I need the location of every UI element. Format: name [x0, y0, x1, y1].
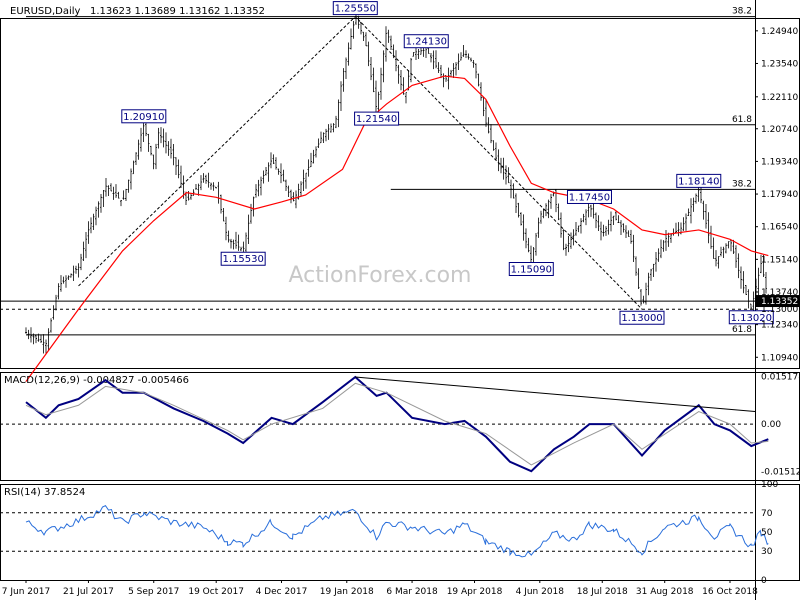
chart-ohlc-values: 1.13623 1.13689 1.13162 1.13352	[90, 6, 265, 17]
swing-label-box	[332, 1, 378, 16]
macd-panel: MACD(12,26,9) -0.004827 -0.005466	[0, 375, 769, 473]
price-panel: 1.25550 1.24130 1.21540 1.20910 1.18140 1.174…	[25, 1, 774, 382]
rsi-title: RSI(14) 37.8524	[4, 487, 85, 498]
date-axis-label: 19 Jan 2018	[320, 587, 374, 597]
rsi-axis-label: 30	[761, 547, 773, 557]
rsi-axis-label: 0	[761, 576, 767, 586]
rsi-axis-label: 70	[761, 509, 773, 519]
swing-label: 1.20910	[123, 112, 164, 123]
last-price-label: 1.13352	[761, 297, 798, 307]
date-axis-label: 19 Oct 2017	[188, 587, 244, 597]
swing-label-box	[220, 251, 266, 266]
moving-average-line	[25, 75, 769, 382]
fib-level-label: 61.8	[732, 325, 752, 335]
rsi-line	[25, 504, 769, 558]
fib-level-label: 38.2	[732, 179, 752, 189]
swing-label: 1.13020	[731, 313, 772, 324]
price-axis-label: 1.24940	[761, 27, 798, 37]
watermark: ActionForex.com	[289, 263, 472, 288]
fib-level-label: 38.2	[732, 7, 752, 17]
rsi-axis-label: 100	[761, 480, 778, 490]
swing-label-box	[619, 310, 665, 325]
fib-level-label: 61.8	[732, 115, 752, 125]
price-axis-label: 1.17940	[761, 190, 798, 200]
swing-label: 1.24130	[406, 37, 447, 48]
macd-axis-label: 0.00	[761, 420, 781, 430]
swing-label: 1.15530	[222, 254, 263, 265]
price-axis-label: 1.12340	[761, 321, 798, 331]
date-axis-label: 6 Mar 2018	[386, 587, 438, 597]
macd-axis-label: -0.015126	[761, 468, 800, 478]
date-axis-label: 4 Jun 2018	[516, 587, 565, 597]
macd-signal-line	[25, 382, 769, 466]
date-axis-label: 7 Jun 2017	[2, 587, 50, 597]
swing-label-box	[354, 111, 400, 126]
swing-label: 1.15090	[511, 265, 552, 276]
swing-label: 1.18140	[678, 176, 719, 187]
date-axis-label: 18 Jul 2018	[577, 587, 628, 597]
last-price-marker	[756, 295, 800, 308]
macd-axis-label: 0.015178	[761, 372, 800, 382]
swing-label: 1.21540	[356, 114, 397, 125]
price-axis-label: 1.22110	[761, 93, 798, 103]
swing-label-box	[508, 262, 554, 277]
macd-trendline	[355, 376, 756, 413]
axes: 1.24940 1.23540 1.22110 1.20740 1.19340 1.179…	[2, 27, 800, 597]
reference-lines: 38.2 61.8 38.2 61.8	[0, 7, 755, 336]
swing-label-box	[403, 34, 449, 49]
macd-line	[25, 375, 769, 473]
price-axis-label: 1.10940	[761, 353, 798, 363]
swing-label: 1.17450	[569, 192, 610, 203]
chart-title: EURUSD,Daily	[10, 6, 81, 17]
price-axis-label: 1.19340	[761, 157, 798, 167]
price-axis-label: 1.20740	[761, 125, 798, 135]
price-axis-label: 1.23540	[761, 59, 798, 69]
rsi-axis-label: 50	[761, 528, 773, 538]
date-axis-label: 5 Sep 2017	[128, 587, 179, 597]
date-axis-label: 31 Aug 2018	[636, 587, 694, 597]
swing-label: 1.25550	[335, 4, 376, 15]
price-axis-label: 1.13740	[761, 288, 798, 298]
price-axis-label: 1.15140	[761, 255, 798, 265]
macd-title: MACD(12,26,9) -0.004827 -0.005466	[4, 375, 189, 386]
price-axis-label: 1.13000	[761, 305, 798, 315]
swing-label-box	[121, 109, 167, 124]
date-axis-label: 16 Oct 2018	[702, 587, 758, 597]
date-axis-label: 19 Apr 2018	[447, 587, 503, 597]
price-axis-label: 1.16540	[761, 223, 798, 233]
date-axis-label: 4 Dec 2017	[256, 587, 308, 597]
swing-label-box	[728, 310, 774, 325]
swing-label-box	[566, 189, 612, 204]
date-axis-label: 21 Jul 2017	[63, 587, 114, 597]
swing-label: 1.13000	[621, 313, 662, 324]
swing-label-box	[676, 173, 722, 188]
rsi-panel: RSI(14) 37.8524	[0, 487, 769, 558]
